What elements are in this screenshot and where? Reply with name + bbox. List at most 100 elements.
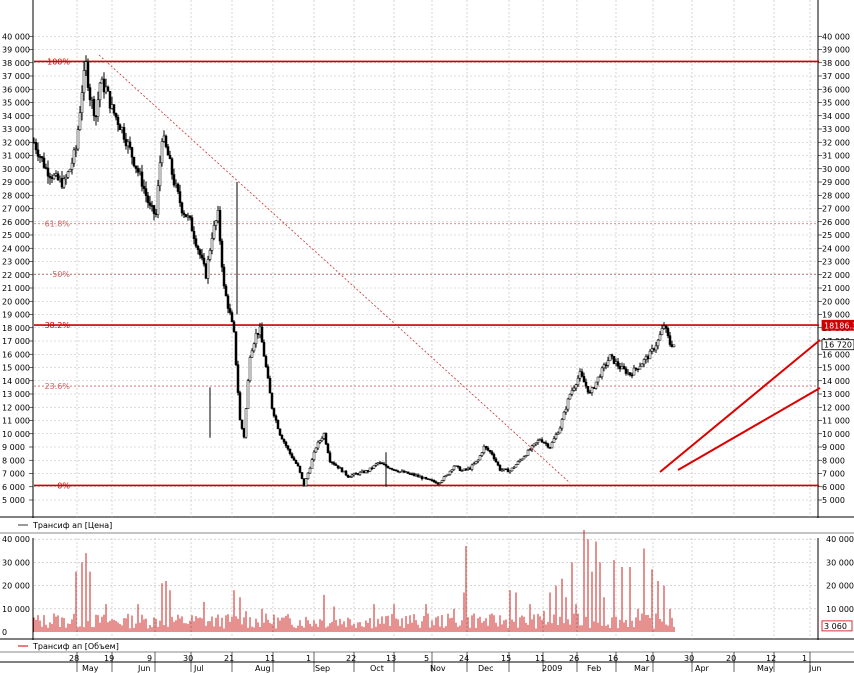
price-body [252, 343, 256, 352]
price-tick-right: 12 000 [822, 403, 850, 412]
price-tick-right: 24 000 [822, 244, 850, 253]
price-body [430, 479, 434, 482]
price-body [528, 449, 532, 451]
x-tick-label: 21 [224, 654, 234, 663]
x-tick-label: 30 [183, 654, 193, 663]
price-body [196, 245, 200, 250]
volume-y-axis: 0 10 000 10 000 20 000 20 000 30 000 30 000 40 … [2, 535, 854, 637]
price-body [336, 465, 340, 469]
price-body [460, 470, 464, 472]
price-body [654, 345, 658, 351]
price-body [444, 475, 448, 477]
price-tick-right: 11 000 [822, 417, 850, 426]
volume-tick-right: 30 000 [826, 558, 854, 567]
price-body [608, 354, 612, 362]
price-body [606, 360, 610, 366]
price-body [218, 210, 222, 242]
price-body [418, 476, 422, 478]
price-body [620, 366, 624, 370]
price-body [388, 467, 392, 470]
price-tick-right: 15 000 [822, 364, 850, 373]
price-body [618, 366, 622, 370]
price-body [564, 408, 568, 413]
price-tick-right: 9 000 [822, 443, 845, 452]
price-tick-left: 31 000 [2, 152, 30, 161]
volume-marker-box [821, 620, 853, 632]
price-body [138, 171, 142, 174]
price-body [270, 392, 274, 409]
x-tick-label: 26 [569, 654, 579, 663]
price-body [594, 381, 598, 389]
price-body [168, 154, 172, 160]
price-body [614, 361, 618, 364]
price-body [428, 478, 432, 481]
price-body [194, 238, 198, 247]
price-body [556, 432, 560, 435]
price-body [114, 112, 118, 118]
price-tick-left: 22 000 [2, 271, 30, 280]
price-body [664, 325, 668, 329]
x-month-label: Jun [137, 664, 151, 673]
trendline-2 [677, 387, 821, 471]
x-month-label: Dec [478, 664, 493, 673]
price-tick-left: 21 000 [2, 284, 30, 293]
x-month-label: May [757, 664, 774, 673]
price-body [296, 463, 300, 467]
price-body [406, 471, 410, 474]
price-body [646, 356, 650, 360]
price-marker-box [821, 319, 854, 331]
price-body [120, 127, 124, 131]
x-tick-label: 24 [459, 654, 469, 663]
price-body [400, 470, 404, 473]
volume-tick-left: 10 000 [2, 605, 30, 614]
volume-tick-left: 40 000 [2, 535, 30, 544]
price-body [438, 482, 442, 484]
price-body [516, 461, 520, 465]
price-body [462, 468, 466, 471]
price-tick-left: 14 000 [2, 377, 30, 386]
price-body [264, 356, 268, 367]
price-body [342, 470, 346, 473]
price-body [478, 455, 482, 461]
price-body [202, 257, 206, 265]
fib-level-label: 23.6% [45, 382, 71, 391]
price-body [448, 470, 452, 475]
price-body [540, 439, 544, 443]
price-tick-left: 8 000 [2, 456, 25, 465]
x-tick-label: 28 [69, 654, 79, 663]
price-body [224, 285, 228, 297]
price-body [286, 445, 290, 450]
price-body [672, 344, 676, 347]
price-body [254, 332, 258, 345]
price-body [642, 359, 646, 365]
price-body [562, 411, 566, 420]
price-tick-left: 38 000 [2, 59, 30, 68]
price-body [378, 462, 382, 464]
price-body [118, 124, 122, 131]
x-month-label: Apr [695, 664, 710, 673]
price-body [174, 183, 178, 186]
price-body [308, 468, 312, 474]
price-tick-right: 10 000 [822, 430, 850, 439]
price-body [500, 469, 504, 472]
price-body [46, 167, 50, 177]
price-body [256, 332, 260, 335]
price-body [472, 463, 476, 466]
price-body [156, 185, 160, 215]
price-body [170, 158, 174, 175]
price-body [262, 342, 266, 357]
price-tick-right: 19 000 [822, 311, 850, 320]
price-body [212, 225, 216, 239]
price-body [180, 202, 184, 214]
price-body [234, 331, 238, 365]
price-body [76, 129, 80, 150]
price-body [238, 392, 242, 421]
price-body [604, 364, 608, 367]
price-tick-right: 27 000 [822, 205, 850, 214]
price-body [476, 459, 480, 462]
price-body [474, 461, 478, 464]
volume-tick-right: 10 000 [826, 605, 854, 614]
price-body [112, 104, 116, 114]
price-body [142, 186, 146, 189]
price-tick-left: 16 000 [2, 350, 30, 359]
